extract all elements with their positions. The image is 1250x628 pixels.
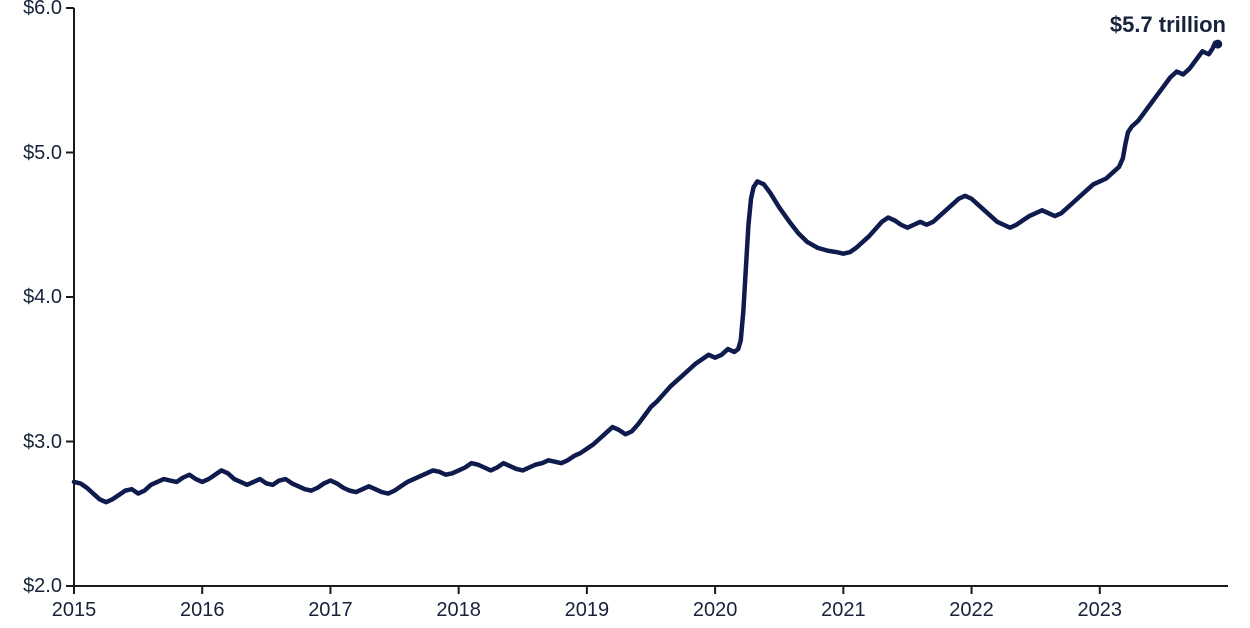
x-tick-label: 2016 [180, 600, 225, 620]
y-tick-label: $6.0 [23, 0, 62, 18]
x-tick-label: 2021 [821, 600, 866, 620]
series-end-marker [1213, 40, 1222, 49]
x-tick-label: 2017 [308, 600, 353, 620]
x-tick-label: 2019 [565, 600, 610, 620]
line-chart: $2.0 $3.0 $4.0 $5.0 $6.0 2015 2016 2017 2018 2019… [0, 0, 1250, 628]
x-tick-label: 2022 [949, 600, 994, 620]
series-line [74, 43, 1218, 503]
x-tick-label: 2015 [52, 600, 97, 620]
chart-svg [0, 0, 1250, 628]
x-tick-label: 2023 [1078, 600, 1123, 620]
end-annotation: $5.7 trillion [1110, 12, 1226, 38]
x-tick-label: 2020 [693, 600, 738, 620]
x-tick-label: 2018 [436, 600, 481, 620]
y-tick-label: $4.0 [23, 287, 62, 307]
y-tick-label: $5.0 [23, 143, 62, 163]
y-tick-label: $3.0 [23, 432, 62, 452]
y-tick-label: $2.0 [23, 576, 62, 596]
